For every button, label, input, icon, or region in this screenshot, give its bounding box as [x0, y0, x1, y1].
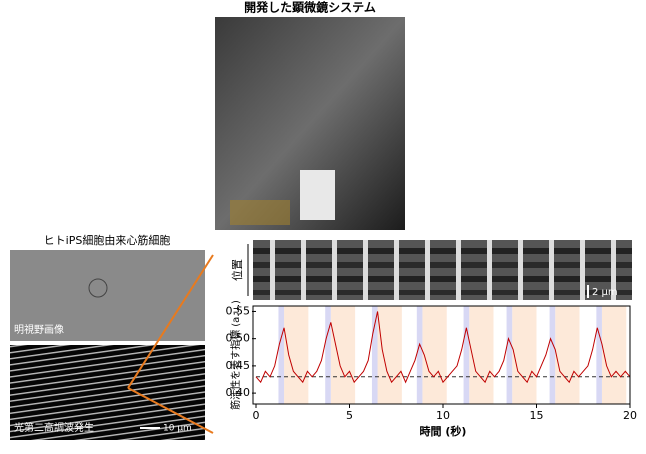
plot-frame	[252, 305, 631, 405]
contraction-band	[278, 306, 285, 404]
contraction-band	[463, 306, 470, 404]
x-tick-label: 15	[530, 409, 544, 422]
contraction-band	[596, 306, 602, 404]
relaxation-band	[601, 306, 627, 404]
contraction-band	[416, 306, 423, 404]
relaxation-band	[555, 306, 580, 404]
y-tick-label: 0.40	[226, 386, 251, 399]
contraction-band	[371, 306, 378, 404]
x-axis-label: 時間 (秒)	[420, 424, 467, 438]
photo-detail	[300, 170, 335, 220]
brightfield-image	[10, 250, 205, 341]
relaxation-band	[422, 306, 447, 404]
kymograph	[253, 240, 632, 300]
image-detail	[88, 278, 108, 298]
title: 開発した顕微鏡システム	[244, 0, 376, 15]
kymograph-ylabel: 位置	[230, 259, 244, 281]
kymograph-scale-label: 2 μm	[592, 287, 618, 298]
y-axis-label: 筋活性を表す指標 (a.u.)	[229, 300, 242, 410]
connector	[127, 254, 214, 389]
x-tick-label: 5	[346, 409, 353, 422]
x-tick-label: 20	[623, 409, 637, 422]
contraction-band	[325, 306, 331, 404]
scale-bar-label: 10 μm	[163, 424, 192, 434]
y-tick-label: 0.55	[226, 304, 251, 317]
connector	[127, 387, 214, 434]
contraction-band	[506, 306, 513, 404]
relaxation-band	[284, 306, 309, 404]
cell-panel-title: ヒトiPS細胞由来心筋細胞	[44, 233, 171, 247]
relaxation-band	[330, 306, 356, 404]
x-tick-label: 0	[253, 409, 260, 422]
y-tick-label: 0.50	[226, 332, 251, 345]
photo-detail	[230, 200, 290, 225]
y-tick-label: 0.45	[226, 359, 251, 372]
x-tick-label: 10	[436, 409, 450, 422]
relaxation-band	[512, 306, 537, 404]
contraction-band	[549, 306, 556, 404]
relaxation-band	[377, 306, 402, 404]
data-line	[255, 311, 631, 384]
shg-image	[10, 345, 205, 440]
relaxation-band	[469, 306, 494, 404]
brightfield-label: 明視野画像	[14, 323, 64, 336]
shg-label: 光第二高調波発生	[14, 421, 94, 434]
